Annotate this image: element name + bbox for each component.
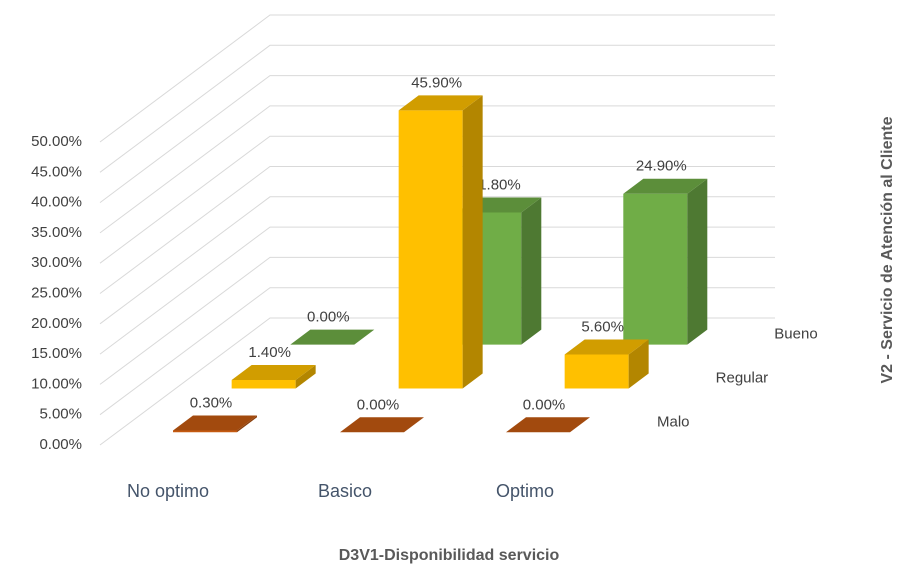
grid-line [99, 196, 775, 325]
data-label: 0.00% [523, 396, 566, 413]
bar-front [398, 110, 463, 389]
bar [290, 329, 375, 345]
data-label: 45.90% [411, 74, 462, 91]
bar [340, 417, 424, 433]
grid-line [99, 287, 775, 416]
grid-line [99, 44, 775, 173]
bar [231, 365, 316, 389]
bar-top [623, 178, 708, 194]
x-tick-label: Optimo [496, 481, 554, 501]
x-tick-label: Basico [318, 481, 372, 501]
bar-front [564, 354, 629, 389]
y-tick-label: 40.00% [31, 194, 82, 211]
y-tick-label: 5.00% [39, 406, 82, 423]
grid-line [99, 256, 775, 385]
bar [506, 417, 590, 433]
bar-top [231, 365, 316, 381]
data-label: 0.00% [307, 309, 350, 326]
data-label: 24.90% [636, 158, 687, 175]
depth-label: Malo [657, 413, 690, 430]
bar-top [173, 415, 257, 431]
bar [173, 415, 257, 433]
bar-top [340, 417, 424, 433]
bar-side [237, 415, 257, 433]
z-axis-title: V2 - Servicio de Atención al Cliente [879, 116, 896, 383]
depth-label: Bueno [774, 326, 817, 343]
bar [398, 95, 483, 389]
y-tick-label: 50.00% [31, 133, 82, 150]
y-tick-label: 25.00% [31, 284, 82, 301]
bar-top [506, 417, 590, 433]
data-label: 1.40% [248, 344, 291, 361]
bar-side [521, 197, 542, 345]
bar-side [462, 95, 483, 389]
grid-line [99, 135, 775, 264]
data-label: 5.60% [581, 319, 624, 336]
data-label: 0.00% [357, 396, 400, 413]
y-tick-label: 0.00% [39, 436, 82, 453]
bar-front [173, 430, 237, 433]
grid-line [99, 317, 775, 446]
y-tick-label: 10.00% [31, 375, 82, 392]
y-tick-label: 15.00% [31, 345, 82, 362]
bar-front [231, 380, 296, 389]
x-tick-label: No optimo [127, 481, 209, 501]
bar-front [623, 193, 688, 345]
grid-line [99, 166, 775, 294]
bar-top [564, 339, 649, 355]
bar-side [687, 178, 708, 345]
bar [623, 178, 708, 345]
bar-top [398, 95, 483, 111]
grid-line [99, 105, 775, 234]
grid-line [99, 75, 775, 204]
grid-line [99, 226, 775, 355]
depth-label: Regular [716, 369, 769, 386]
y-tick-label: 35.00% [31, 224, 82, 241]
y-tick-label: 45.00% [31, 163, 82, 180]
y-tick-label: 30.00% [31, 254, 82, 271]
data-label: 0.30% [190, 394, 233, 411]
bar-side [628, 339, 649, 389]
y-tick-label: 20.00% [31, 315, 82, 332]
bar-top [290, 329, 375, 345]
bar-side [295, 365, 316, 389]
grid-line [99, 14, 775, 143]
x-axis-title: D3V1-Disponibilidad servicio [339, 547, 560, 564]
bar [564, 339, 649, 389]
